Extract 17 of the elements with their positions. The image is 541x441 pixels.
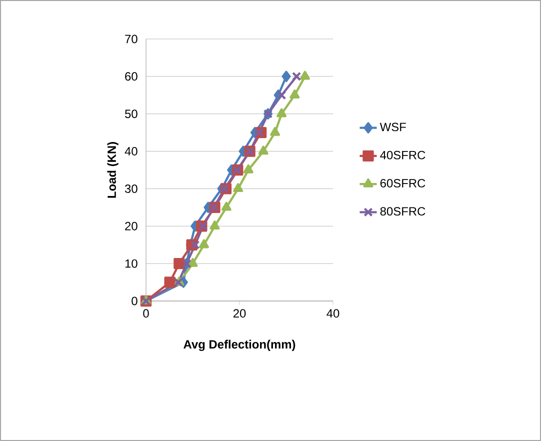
legend-label: 60SFRC (380, 178, 426, 188)
y-tick-label: 30 (124, 184, 138, 193)
y-tick-label: 60 (125, 72, 138, 81)
x-tick-label: 0 (143, 309, 149, 318)
y-axis-title: Load (KN) (107, 142, 118, 198)
y-tick-label: 0 (132, 296, 138, 306)
y-tick-label: 70 (125, 34, 138, 44)
legend-label: 40SFRC (380, 150, 426, 160)
x-tick-label: 20 (233, 309, 246, 318)
y-tick-label: 40 (124, 147, 138, 156)
legend-label: WSF (380, 122, 406, 132)
y-tick-label: 10 (125, 259, 138, 268)
x-axis-title: Avg Deflection(mm) (184, 340, 296, 351)
legend-label: 80SFRC (380, 207, 426, 216)
y-tick-label: 20 (125, 222, 138, 230)
x-tick-label: 40 (326, 309, 340, 318)
y-tick-label: 50 (125, 110, 138, 118)
